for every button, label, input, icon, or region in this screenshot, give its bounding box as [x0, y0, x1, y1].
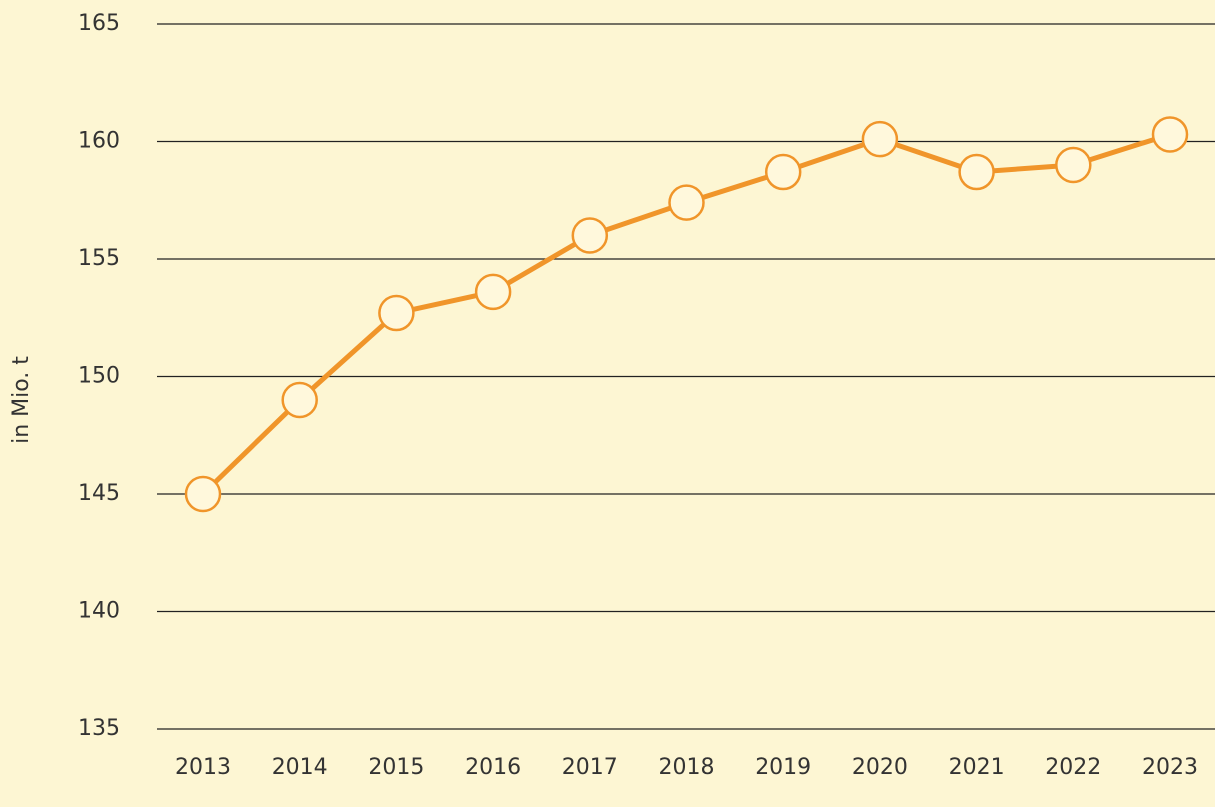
y-tick-label: 160 [78, 129, 120, 154]
y-tick-label: 165 [78, 11, 120, 36]
marker [1151, 116, 1189, 153]
marker [861, 120, 899, 158]
y-tick-label: 135 [78, 716, 120, 741]
x-tick-label: 2023 [1142, 755, 1198, 780]
marker [474, 273, 512, 311]
marker [378, 294, 415, 332]
marker [571, 217, 609, 254]
x-tick-label: 2013 [175, 755, 231, 780]
x-tick-label: 2015 [368, 755, 424, 780]
marker [764, 153, 802, 191]
marker [668, 184, 705, 221]
x-tick-label: 2020 [852, 755, 908, 780]
x-tick-label: 2021 [949, 755, 1005, 780]
y-tick-label: 145 [78, 481, 120, 506]
x-tick-label: 2016 [465, 755, 521, 780]
marker [1055, 146, 1092, 184]
y-tick-label: 140 [78, 599, 120, 624]
x-tick-label: 2017 [562, 755, 618, 780]
y-tick-label: 155 [78, 246, 120, 271]
marker [281, 381, 318, 419]
x-tick-label: 2014 [272, 755, 328, 780]
x-tick-label: 2018 [659, 755, 715, 780]
marker [184, 475, 222, 513]
y-axis-label: in Mio. t [9, 356, 34, 444]
x-tick-label: 2022 [1045, 755, 1101, 780]
x-tick-label: 2019 [755, 755, 811, 780]
marker [958, 153, 995, 191]
y-tick-label: 150 [78, 364, 120, 389]
